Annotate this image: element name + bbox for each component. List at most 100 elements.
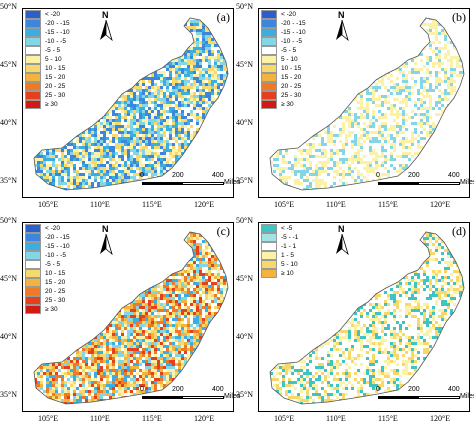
- region-boundary: [269, 17, 465, 191]
- legend: < -20 -20 - -15 -15 - -10 -10 - -5 -5 - 5 10 …: [25, 224, 70, 314]
- legend-item: -5 - 5: [261, 46, 306, 55]
- legend-label: -5 - 5: [45, 261, 61, 268]
- lat-label: 50°N: [236, 2, 253, 11]
- north-arrow: N: [332, 10, 352, 42]
- lon-label: 115°E: [378, 414, 398, 423]
- region-boundary: [33, 231, 229, 405]
- scale-tick-1: 200: [172, 386, 184, 393]
- legend-label: ≥ 10: [281, 270, 294, 277]
- legend-label: 10 - 15: [281, 65, 302, 72]
- map-panel-d: < -5 -5 - -1 -1 - 1 1 - 5 5 - 10 ≥ 10 (d) N 0…: [258, 222, 474, 412]
- legend-swatch: [261, 100, 277, 109]
- legend-label: ≥ 30: [45, 306, 58, 313]
- north-label: N: [102, 10, 109, 20]
- study-region-map: [33, 231, 229, 405]
- legend-swatch: [25, 73, 41, 82]
- legend-item: < -5: [261, 224, 298, 233]
- lon-label: 110°E: [326, 200, 346, 209]
- legend-label: -15 - -10: [45, 243, 70, 250]
- legend-item: -20 - -15: [261, 19, 306, 28]
- legend-item: ≥ 30: [25, 100, 70, 109]
- legend-label: -1 - 1: [281, 243, 297, 250]
- north-label: N: [102, 224, 109, 234]
- legend-label: ≥ 30: [281, 101, 294, 108]
- legend-swatch: [25, 64, 41, 73]
- legend-label: 20 - 25: [45, 83, 66, 90]
- legend-swatch: [261, 224, 277, 233]
- scale-tick-1: 200: [408, 386, 420, 393]
- scale-tick-2: 400: [448, 386, 460, 393]
- legend-item: -10 - -5: [25, 251, 70, 260]
- legend-label: 15 - 20: [281, 74, 302, 81]
- scale-tick-0: 0: [140, 386, 144, 393]
- legend-swatch: [261, 91, 277, 100]
- lat-label: 40°N: [0, 332, 17, 341]
- legend-item: 20 - 25: [25, 287, 70, 296]
- legend-swatch: [25, 305, 41, 314]
- scale-tick-1: 200: [172, 172, 184, 179]
- legend-label: 5 - 10: [281, 261, 298, 268]
- lat-label: 45°N: [0, 60, 17, 69]
- scale-bar: 0 200 400 Miles: [138, 386, 240, 406]
- legend-item: 15 - 20: [25, 73, 70, 82]
- legend-swatch: [261, 260, 277, 269]
- lat-label: 45°N: [0, 274, 17, 283]
- legend-item: -15 - -10: [261, 28, 306, 37]
- scale-unit: Miles: [224, 393, 241, 400]
- legend-item: 5 - 10: [261, 260, 298, 269]
- legend-label: -5 - -1: [281, 234, 299, 241]
- legend-swatch: [25, 37, 41, 46]
- legend-swatch: [261, 64, 277, 73]
- legend-swatch: [25, 233, 41, 242]
- legend-label: 15 - 20: [45, 74, 66, 81]
- lat-label: 35°N: [236, 390, 253, 399]
- legend-swatch: [261, 242, 277, 251]
- legend-swatch: [25, 28, 41, 37]
- legend-item: 25 - 30: [261, 91, 306, 100]
- legend-item: 20 - 25: [261, 82, 306, 91]
- legend-label: 10 - 15: [45, 270, 66, 277]
- legend: < -20 -20 - -15 -15 - -10 -10 - -5 -5 - 5 5 -…: [261, 10, 306, 109]
- legend-label: -10 - -5: [281, 38, 302, 45]
- legend-item: 10 - 15: [261, 64, 306, 73]
- legend-label: 5 - 10: [281, 56, 298, 63]
- legend-swatch: [261, 10, 277, 19]
- legend-item: 5 - 10: [25, 55, 70, 64]
- lon-label: 110°E: [326, 414, 346, 423]
- map-panel-b: < -20 -20 - -15 -15 - -10 -10 - -5 -5 - 5 5 -…: [258, 8, 474, 198]
- legend-label: < -20: [45, 11, 60, 18]
- north-arrow: N: [332, 224, 352, 256]
- legend-swatch: [25, 296, 41, 305]
- legend-item: 25 - 30: [25, 296, 70, 305]
- legend-label: < -20: [281, 11, 296, 18]
- legend-label: 20 - 25: [281, 83, 302, 90]
- lon-label: 105°E: [274, 414, 295, 423]
- lat-label: 50°N: [0, 2, 17, 11]
- legend-label: 25 - 30: [45, 297, 66, 304]
- legend-item: -1 - 1: [261, 242, 298, 251]
- legend-swatch: [25, 269, 41, 278]
- scale-tick-0: 0: [140, 172, 144, 179]
- scale-tick-0: 0: [376, 386, 380, 393]
- study-region-map: [269, 231, 465, 405]
- map-panel-c: < -20 -20 - -15 -15 - -10 -10 - -5 -5 - 5 10 …: [22, 222, 240, 412]
- legend-item: -20 - -15: [25, 19, 70, 28]
- legend-label: < -5: [281, 225, 293, 232]
- legend-item: -15 - -10: [25, 242, 70, 251]
- legend-swatch: [25, 242, 41, 251]
- legend-item: 10 - 15: [25, 269, 70, 278]
- legend-swatch: [25, 260, 41, 269]
- lat-label: 45°N: [236, 274, 253, 283]
- map-panel-a: < -20 -20 - -15 -15 - -10 -10 - -5 -5 - 5 5 -…: [22, 8, 240, 198]
- legend-item: -5 - 5: [25, 260, 70, 269]
- legend-item: -5 - 5: [25, 46, 70, 55]
- legend-label: -10 - -5: [45, 252, 66, 259]
- legend-swatch: [261, 251, 277, 260]
- scale-unit: Miles: [460, 179, 474, 186]
- legend-item: < -20: [261, 10, 306, 19]
- lon-label: 115°E: [142, 414, 162, 423]
- legend-swatch: [25, 287, 41, 296]
- legend-item: ≥ 10: [261, 269, 298, 278]
- legend-item: 25 - 30: [25, 91, 70, 100]
- legend-swatch: [261, 269, 277, 278]
